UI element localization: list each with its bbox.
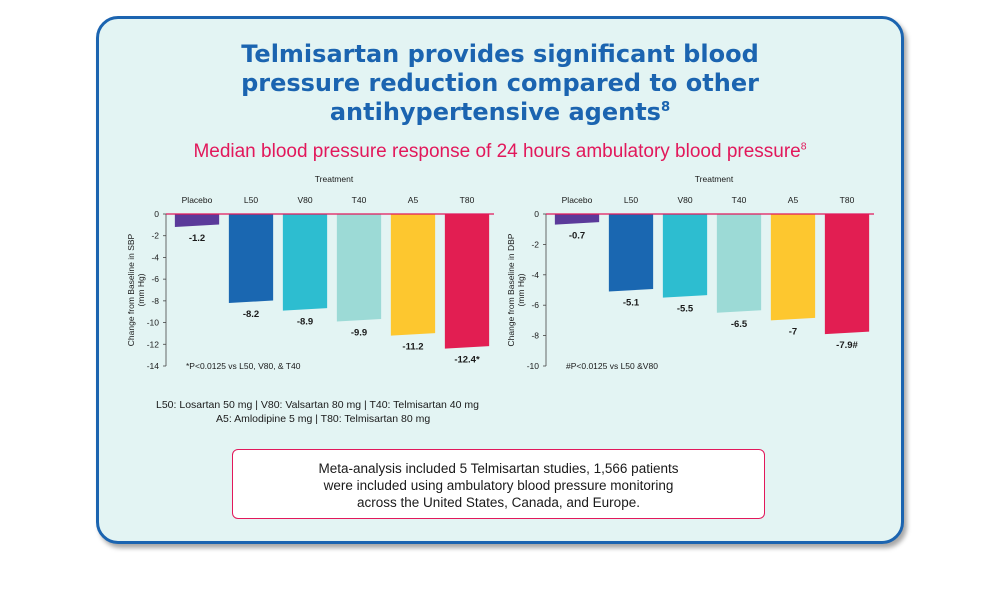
chart-subtitle: Median blood pressure response of 24 hou… <box>0 141 1000 163</box>
dbp-category-label-l50: L50 <box>624 195 638 205</box>
sbp-category-label-a5: A5 <box>408 195 419 205</box>
dbp-value-label-a5: -7 <box>789 326 797 337</box>
dbp-category-label-t40: T40 <box>732 195 747 205</box>
dbp-category-label-v80: V80 <box>677 195 692 205</box>
sbp-y-tick-label: -10 <box>147 318 160 328</box>
sbp-bar-a5 <box>390 214 436 336</box>
dbp-bar-v80 <box>662 214 708 298</box>
sbp-chart-title: Treatment <box>315 174 354 184</box>
dbp-y-tick-label: -10 <box>527 361 540 371</box>
dbp-y-tick-label: -6 <box>531 300 539 310</box>
dbp-bar-placebo <box>554 214 600 225</box>
sbp-y-tick-label: -14 <box>147 361 160 371</box>
meta-line-3: across the United States, Canada, and Eu… <box>357 495 640 510</box>
sbp-value-label-a5: -11.2 <box>402 342 423 353</box>
sbp-category-label-t40: T40 <box>352 195 367 205</box>
sbp-y-tick-label: -8 <box>151 296 159 306</box>
sbp-bar-l50 <box>228 214 274 304</box>
dbp-y-tick-label: 0 <box>534 209 539 219</box>
sbp-y-tick-label: 0 <box>154 209 159 219</box>
sbp-value-label-placebo: -1.2 <box>189 233 205 244</box>
meta-analysis-box: Meta-analysis included 5 Telmisartan stu… <box>232 449 765 519</box>
sbp-y-tick-label: -6 <box>151 274 159 284</box>
dbp-value-label-t80: -7.9# <box>836 340 858 351</box>
dbp-chart-title: Treatment <box>695 174 734 184</box>
page-title: Telmisartan provides significant blood p… <box>0 40 1000 127</box>
title-line-1: Telmisartan provides significant blood <box>241 40 759 68</box>
dbp-bar-t40 <box>716 214 762 313</box>
dbp-value-label-t40: -6.5 <box>731 319 748 330</box>
legend-line-1: L50: Losartan 50 mg | V80: Valsartan 80 … <box>156 399 479 411</box>
sbp-bar-placebo <box>174 214 220 228</box>
sbp-value-label-l50: -8.2 <box>243 309 259 320</box>
dbp-bar-chart: Treatment 0 -2 -4 -6 -8 -10 Change from Baselin… <box>506 174 874 371</box>
dbp-bar-t80 <box>824 214 870 335</box>
sbp-category-label-l50: L50 <box>244 195 258 205</box>
sbp-value-label-t40: -9.9 <box>351 327 367 338</box>
dbp-category-label-placebo: Placebo <box>562 195 593 205</box>
dbp-value-label-l50: -5.1 <box>623 298 640 309</box>
title-line-3-text: antihypertensive agents <box>329 98 661 126</box>
sbp-y-tick-label: -12 <box>147 339 160 349</box>
sbp-bar-v80 <box>282 214 328 311</box>
subtitle-reference: 8 <box>800 141 807 153</box>
dbp-value-label-v80: -5.5 <box>677 304 694 315</box>
dbp-y-axis-label: Change from Baseline in DBP(mm Hg) <box>506 233 526 346</box>
sbp-y-tick-label: -4 <box>151 252 159 262</box>
sbp-value-label-v80: -8.9 <box>297 317 313 328</box>
sbp-bar-t40 <box>336 214 382 322</box>
sbp-y-axis-label: Change from Baseline in SBP(mm Hg) <box>126 233 146 346</box>
dbp-footnote: #P<0.0125 vs L50 &V80 <box>566 361 658 371</box>
sbp-value-label-t80: -12.4* <box>454 355 480 366</box>
title-line-3: antihypertensive agents8 <box>0 98 1000 127</box>
dbp-category-label-a5: A5 <box>788 195 799 205</box>
sbp-category-label-v80: V80 <box>297 195 312 205</box>
dbp-category-label-t80: T80 <box>840 195 855 205</box>
dbp-y-tick-label: -2 <box>531 239 539 249</box>
title-reference: 8 <box>660 100 671 115</box>
sbp-footnote: *P<0.0125 vs L50, V80, & T40 <box>186 361 301 371</box>
sbp-bar-t80 <box>444 214 490 349</box>
meta-line-2: were included using ambulatory blood pre… <box>323 478 674 493</box>
legend-line-2: A5: Amlodipine 5 mg | T80: Telmisartan 8… <box>216 413 431 425</box>
dbp-bar-l50 <box>608 214 654 292</box>
subtitle-text: Median blood pressure response of 24 hou… <box>193 141 801 162</box>
sbp-category-label-placebo: Placebo <box>182 195 213 205</box>
sbp-y-tick-label: -2 <box>151 231 159 241</box>
dbp-value-label-placebo: -0.7 <box>569 231 585 242</box>
title-line-2: pressure reduction compared to other <box>241 69 759 97</box>
dbp-y-tick-label: -8 <box>531 331 539 341</box>
dbp-bar-a5 <box>770 214 816 321</box>
sbp-bar-chart: Treatment 0 -2 -4 -6 -8 -10 -12 -14 Change from B… <box>126 174 494 371</box>
dbp-y-tick-label: -4 <box>531 270 539 280</box>
sbp-category-label-t80: T80 <box>460 195 475 205</box>
meta-line-1: Meta-analysis included 5 Telmisartan stu… <box>318 461 679 476</box>
